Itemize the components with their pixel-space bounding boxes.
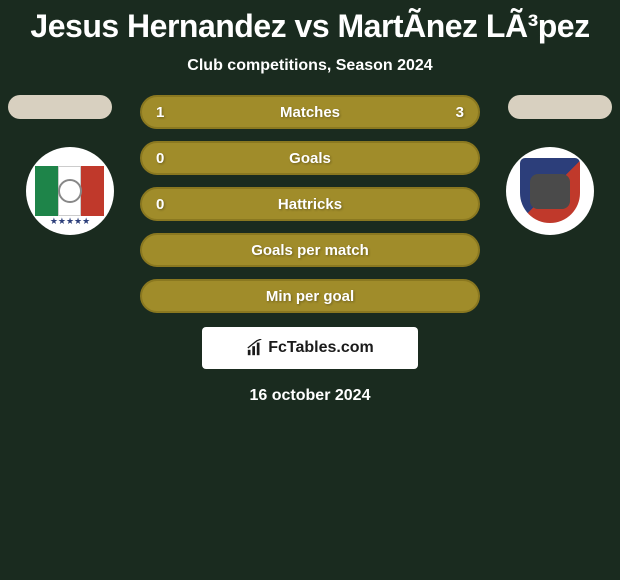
footer-brand: FcTables.com bbox=[202, 327, 418, 369]
stat-label: Hattricks bbox=[278, 196, 342, 213]
team-logo-right bbox=[506, 147, 594, 235]
player-avatar-left bbox=[8, 95, 112, 119]
stat-label: Min per goal bbox=[266, 288, 354, 305]
stat-rows: 1 Matches 3 0 Goals 0 Hattricks Goals pe… bbox=[140, 95, 480, 313]
page-title: Jesus Hernandez vs MartÃ­nez LÃ³pez bbox=[0, 0, 620, 49]
stat-label: Goals per match bbox=[251, 242, 369, 259]
team-logo-right-graphic bbox=[515, 156, 585, 226]
footer-brand-text: FcTables.com bbox=[268, 339, 374, 357]
stat-value-right: 3 bbox=[456, 104, 464, 121]
team-logo-left-graphic: ★★★★★ bbox=[35, 156, 105, 226]
team-logo-left: ★★★★★ bbox=[26, 147, 114, 235]
subtitle: Club competitions, Season 2024 bbox=[0, 49, 620, 95]
stat-row-hattricks: 0 Hattricks bbox=[140, 187, 480, 221]
stat-value-left: 0 bbox=[156, 196, 164, 213]
stat-label: Goals bbox=[289, 150, 331, 167]
date-text: 16 october 2024 bbox=[0, 369, 620, 423]
stat-row-goals: 0 Goals bbox=[140, 141, 480, 175]
stat-row-goals-per-match: Goals per match bbox=[140, 233, 480, 267]
comparison-area: ★★★★★ 1 Matches 3 0 Goals 0 Hattricks bbox=[0, 95, 620, 423]
stat-label: Matches bbox=[280, 104, 340, 121]
stat-value-left: 0 bbox=[156, 150, 164, 167]
stat-row-matches: 1 Matches 3 bbox=[140, 95, 480, 129]
chart-icon bbox=[246, 339, 264, 357]
stat-row-min-per-goal: Min per goal bbox=[140, 279, 480, 313]
player-avatar-right bbox=[508, 95, 612, 119]
stat-value-left: 1 bbox=[156, 104, 164, 121]
